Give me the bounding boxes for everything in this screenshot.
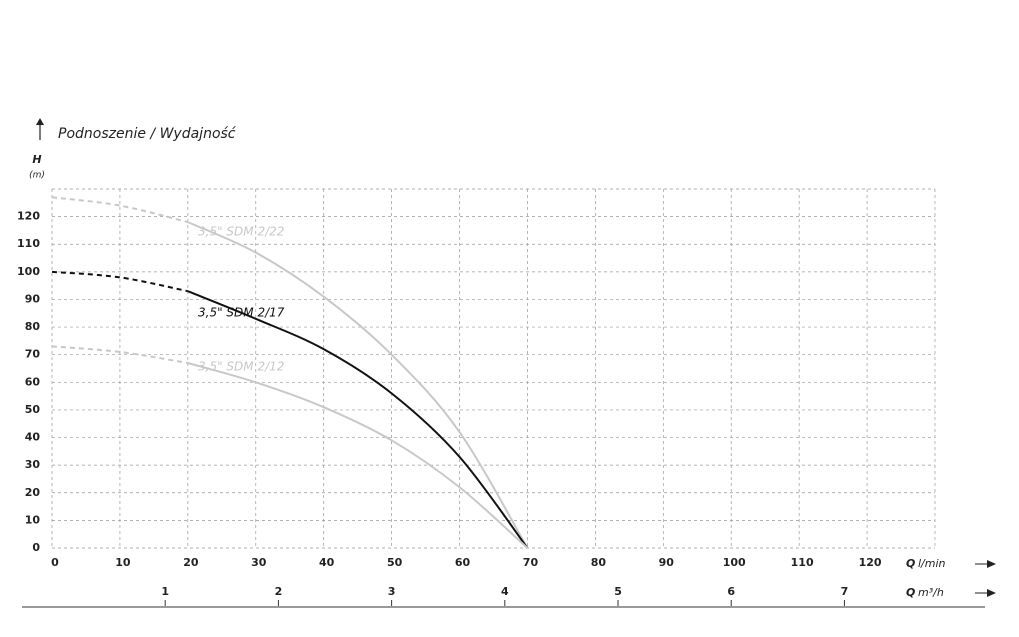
series-line [51, 270, 189, 293]
x-tick-label: 0 [51, 556, 59, 569]
x-tick-label: 90 [659, 556, 675, 569]
y-tick-label: 110 [17, 237, 40, 250]
series-label: 3,5" SDM 2/17 [198, 306, 285, 320]
y-tick-label: 50 [25, 403, 41, 416]
x-tick-label: 10 [115, 556, 131, 569]
x-tick-label: 40 [319, 556, 335, 569]
y-arrow-head [36, 118, 44, 125]
x-label-unit: l/min [918, 557, 946, 570]
x-tick-label: 100 [723, 556, 746, 569]
y-tick-label: 10 [25, 513, 41, 526]
x-label-symbol: Q [906, 557, 915, 570]
x2-tick-label: 1 [161, 585, 169, 598]
series-line [187, 221, 529, 549]
x-arrow-head [987, 560, 996, 568]
y-tick-label: 100 [17, 265, 40, 278]
y-tick-label: 20 [25, 486, 41, 499]
series-label: 3,5" SDM 2/22 [198, 225, 284, 239]
x2-tick-label: 4 [501, 585, 509, 598]
x2-tick-label: 3 [388, 585, 396, 598]
x-tick-label: 60 [455, 556, 471, 569]
y-tick-label: 60 [25, 375, 41, 388]
x2-tick-label: 6 [727, 585, 735, 598]
y-label-symbol: H [32, 153, 41, 166]
y-tick-label: 40 [25, 431, 41, 444]
y-tick-label: 70 [25, 348, 41, 361]
y-tick-label: 90 [25, 292, 41, 305]
series-line [187, 362, 529, 549]
x2-tick-label: 7 [841, 585, 849, 598]
chart-title: Podnoszenie / Wydajność [58, 126, 237, 142]
x2-label-unit: m³/h [918, 586, 944, 599]
x-tick-label: 30 [251, 556, 267, 569]
series-line [187, 290, 529, 549]
y-tick-label: 80 [25, 320, 41, 333]
y-label-unit: (m) [29, 171, 45, 181]
series-line [51, 345, 189, 364]
x-tick-label: 110 [791, 556, 814, 569]
y-tick-label: 0 [32, 541, 40, 554]
x2-label-symbol: Q [906, 586, 915, 599]
x-tick-label: 120 [859, 556, 882, 569]
x2-arrow-head [987, 589, 996, 597]
x-tick-label: 70 [523, 556, 539, 569]
x-tick-label: 80 [591, 556, 607, 569]
x-tick-label: 50 [387, 556, 403, 569]
x2-tick-label: 2 [275, 585, 283, 598]
x2-tick-label: 5 [614, 585, 622, 598]
y-tick-label: 30 [25, 458, 41, 471]
x-tick-label: 20 [183, 556, 199, 569]
series-label: 3,5" SDM 2/12 [198, 360, 284, 374]
y-tick-label: 120 [17, 210, 40, 223]
